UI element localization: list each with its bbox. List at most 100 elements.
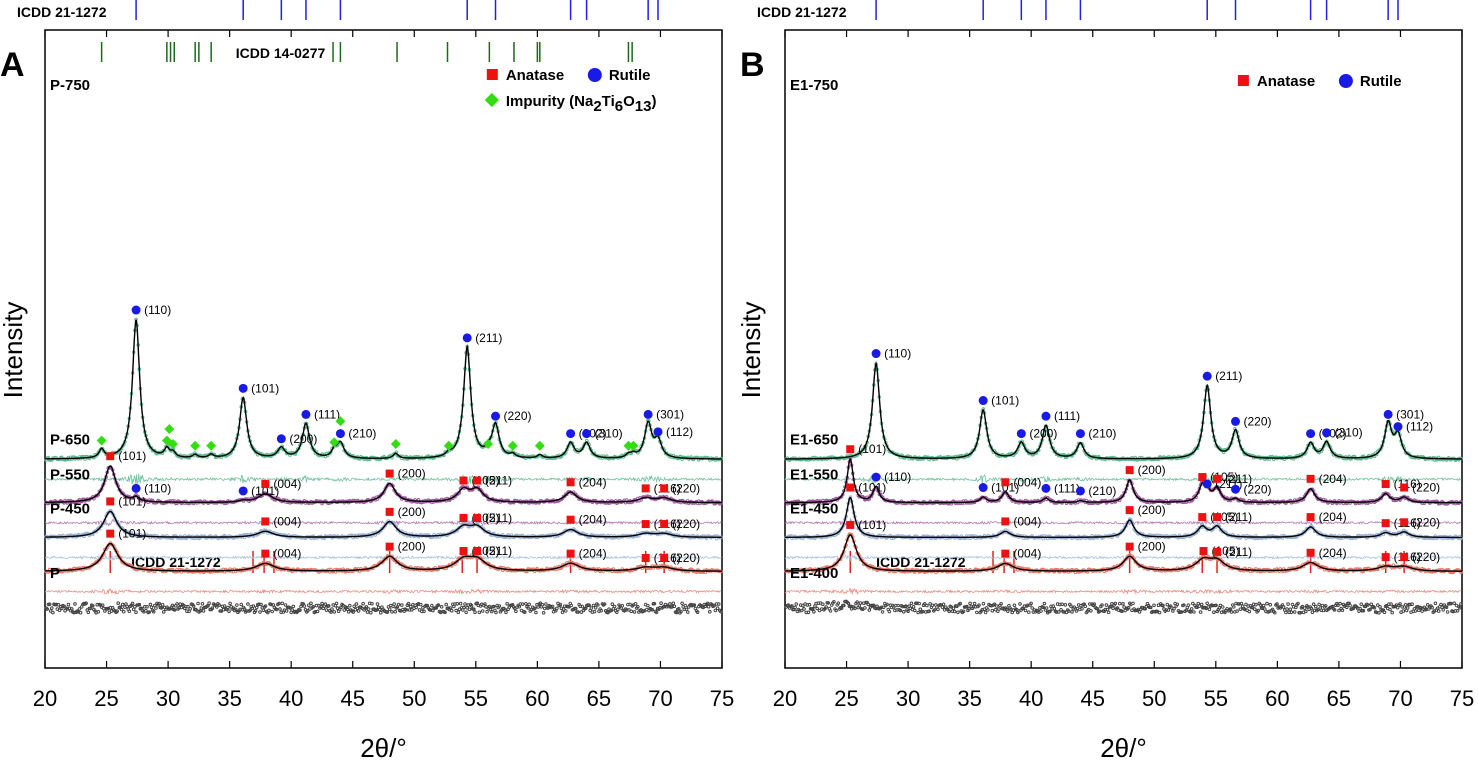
rutile-marker	[871, 349, 881, 359]
anatase-marker	[566, 478, 575, 487]
anatase-marker	[660, 484, 669, 493]
rutile-marker	[1383, 409, 1393, 419]
impurity-marker	[335, 416, 346, 427]
hkl-label: (310)	[1335, 426, 1363, 440]
x-tick-label: 40	[279, 686, 303, 711]
hkl-label: (004)	[273, 514, 301, 528]
hkl-label: (204)	[579, 475, 607, 489]
x-tick-label: 60	[525, 686, 549, 711]
sample-label: P-750	[50, 77, 90, 94]
impurity-marker	[507, 440, 518, 451]
sample-label: P-550	[50, 467, 90, 484]
anatase-marker	[660, 520, 669, 529]
anatase-marker	[566, 515, 575, 524]
x-tick-label: 55	[1204, 686, 1228, 711]
anatase-marker	[1213, 474, 1222, 483]
anatase-marker	[106, 529, 115, 538]
rutile-marker	[1231, 484, 1241, 494]
hkl-label: (110)	[144, 303, 171, 317]
fit-curve	[785, 496, 1462, 539]
series-E1-750: E1-750 (110) (101) (200) (111) (210) (211) (220…	[784, 77, 1463, 486]
sample-label: E1-550	[790, 467, 838, 484]
rutile-marker	[491, 411, 501, 421]
series-E1-400: E1-400	[784, 565, 1463, 615]
legend-rutile-label: Rutile	[1360, 73, 1402, 90]
hkl-label: (210)	[348, 427, 376, 441]
hkl-label: (211)	[1225, 472, 1252, 486]
anatase-marker	[1381, 480, 1390, 489]
anatase-marker	[459, 476, 468, 485]
rutile-marker	[462, 333, 472, 343]
impurity-marker	[329, 437, 340, 448]
hkl-label: (301)	[656, 407, 684, 421]
hkl-label: (112)	[1406, 420, 1433, 434]
rutile-marker	[653, 427, 663, 437]
legend-rutile-label: Rutile	[609, 67, 651, 84]
hkl-label: (220)	[1412, 481, 1440, 495]
x-tick-label: 70	[648, 686, 672, 711]
sample-label: E1-450	[790, 500, 838, 517]
x-tick-label: 35	[217, 686, 241, 711]
anatase-marker	[106, 452, 115, 461]
anatase-marker	[1199, 547, 1208, 556]
rutile-marker	[1322, 428, 1332, 438]
sample-label: E1-650	[790, 432, 838, 449]
rutile-marker	[238, 383, 248, 393]
anatase-marker	[1306, 474, 1315, 483]
hkl-label: (204)	[1319, 472, 1347, 486]
anatase-marker	[261, 517, 270, 526]
legend-impurity-label: Impurity (Na2Ti6O13)	[506, 93, 657, 115]
hkl-label: (220)	[1244, 482, 1272, 496]
rutile-marker	[582, 429, 592, 439]
anatase-marker	[566, 549, 575, 558]
hkl-label: (204)	[579, 513, 607, 527]
fit-curve	[785, 457, 1462, 504]
x-tick-label: 25	[834, 686, 858, 711]
hkl-label: (200)	[1138, 503, 1166, 517]
x-tick-label: 20	[773, 686, 797, 711]
hkl-label: (101)	[991, 394, 1019, 408]
rutile-marker	[1202, 371, 1212, 381]
hkl-label: (101)	[858, 442, 886, 456]
fit-curve	[785, 534, 1462, 572]
impurity-marker	[628, 440, 639, 451]
anatase-marker	[1400, 553, 1409, 562]
series-E1-450: E1-450(101)(004)(200)(105)(211)(204)(116…	[784, 500, 1463, 595]
observed-points	[784, 362, 1463, 463]
hkl-label: (004)	[1013, 547, 1041, 561]
series-P-550: P-550(101)(004)(200)(105)(211)(204)(116)…	[44, 467, 723, 562]
hkl-label: (200)	[398, 505, 426, 519]
anatase-marker	[459, 547, 468, 556]
rutile-marker	[871, 472, 881, 482]
anatase-marker	[1125, 542, 1134, 551]
x-tick-label: 25	[94, 686, 118, 711]
hkl-label: (004)	[1013, 514, 1041, 528]
rutile-marker	[335, 429, 345, 439]
observed-points	[44, 601, 723, 615]
hkl-label: (110)	[884, 347, 911, 361]
rutile-marker	[1075, 429, 1085, 439]
anatase-marker	[641, 520, 650, 529]
rutile-marker	[238, 486, 248, 496]
impurity-marker	[190, 440, 201, 451]
hkl-label: (210)	[1088, 427, 1116, 441]
hkl-label: (200)	[398, 540, 426, 554]
series-P: P	[44, 565, 723, 615]
x-tick-label: 70	[1388, 686, 1412, 711]
fit-curve	[45, 465, 722, 504]
hkl-label: (310)	[595, 427, 623, 441]
series-P-450: P-450(101)(004)(200)(105)(211)(204)(116)…	[44, 500, 723, 595]
legend-anatase-marker	[1237, 75, 1249, 86]
hkl-label: (101)	[118, 494, 146, 508]
rutile-marker	[131, 483, 141, 493]
impurity-marker	[168, 439, 178, 449]
anatase-marker	[473, 547, 482, 556]
x-tick-label: 30	[896, 686, 920, 711]
anatase-marker	[641, 553, 650, 562]
hkl-label: (204)	[1319, 546, 1347, 560]
legend-anatase-label: Anatase	[1257, 73, 1315, 90]
anatase-marker	[473, 476, 482, 485]
anatase-marker	[106, 497, 115, 506]
impurity-marker	[206, 440, 217, 451]
anatase-marker	[846, 483, 855, 492]
